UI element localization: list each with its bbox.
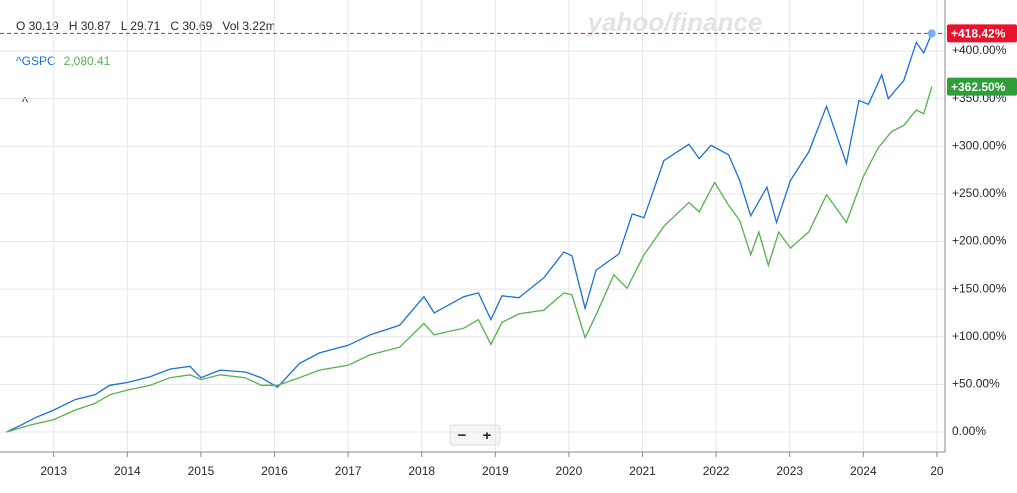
x-tick-label: 2020 bbox=[556, 464, 583, 478]
ohlc-bar: O 30.19 H 30.87 L 29.71 C 30.69 Vol 3.22m bbox=[16, 19, 276, 33]
value-tag-label: +418.42% bbox=[951, 27, 1006, 41]
ohlc-item: O 30.19 bbox=[16, 19, 59, 33]
x-tick-label: 2018 bbox=[408, 464, 435, 478]
y-tick-label: 0.00% bbox=[952, 424, 986, 438]
x-tick-label: 2022 bbox=[703, 464, 730, 478]
x-tick-label: 2017 bbox=[335, 464, 362, 478]
ohlc-item: H 30.87 bbox=[69, 19, 111, 33]
x-tick-label: 2019 bbox=[482, 464, 509, 478]
last-point bbox=[927, 29, 936, 38]
watermark: yahoo/finance bbox=[586, 7, 763, 37]
y-tick-label: +300.00% bbox=[952, 138, 1007, 152]
y-tick-label: +200.00% bbox=[952, 234, 1007, 248]
y-tick-label: +400.00% bbox=[952, 43, 1007, 57]
value-tag-label: +362.50% bbox=[951, 80, 1006, 94]
legend-name: ^GSPC bbox=[16, 54, 56, 68]
x-tick-label: 2024 bbox=[850, 464, 877, 478]
y-tick-label: +50.00% bbox=[952, 377, 1000, 391]
legend-price: 2,080.41 bbox=[64, 54, 111, 68]
collapse-button[interactable]: ^ bbox=[22, 94, 29, 109]
value-tag bbox=[947, 24, 1017, 43]
ohlc-item: C 30.69 bbox=[170, 19, 212, 33]
x-tick-label: 2014 bbox=[114, 464, 141, 478]
x-tick-label: 2021 bbox=[629, 464, 656, 478]
x-tick-label: 2013 bbox=[40, 464, 67, 478]
series-line bbox=[6, 86, 933, 433]
y-tick-label: +250.00% bbox=[952, 186, 1007, 200]
series-line bbox=[6, 33, 933, 433]
x-tick-label: 2023 bbox=[776, 464, 803, 478]
value-tag bbox=[947, 77, 1017, 96]
zoom-out[interactable]: − bbox=[458, 427, 467, 444]
ohlc-item: Vol 3.22m bbox=[222, 19, 275, 33]
x-tick-label: 20 bbox=[930, 464, 944, 478]
zoom-controls bbox=[449, 424, 501, 446]
zoom-in[interactable]: + bbox=[483, 427, 492, 444]
y-tick-label: +100.00% bbox=[952, 329, 1007, 343]
y-tick-label: +150.00% bbox=[952, 281, 1007, 295]
ohlc-item: L 29.71 bbox=[121, 19, 161, 33]
x-tick-label: 2015 bbox=[188, 464, 215, 478]
x-tick-label: 2016 bbox=[261, 464, 288, 478]
